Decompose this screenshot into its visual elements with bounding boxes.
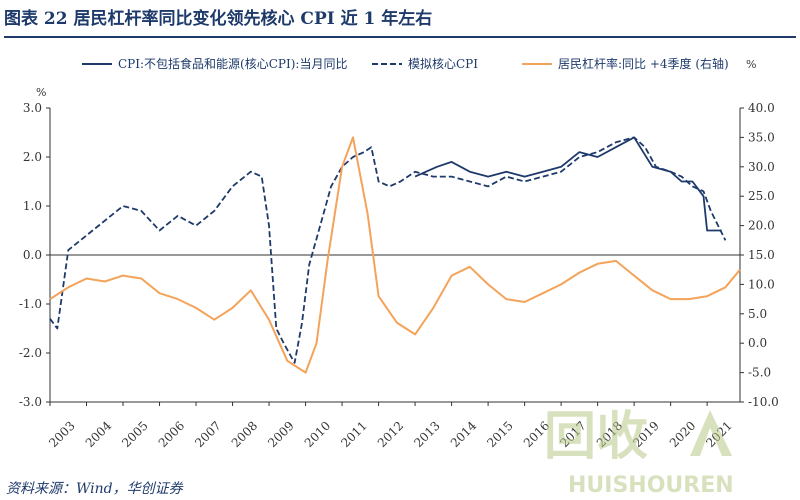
left-tick-label: -2.0 [19, 346, 42, 360]
right-tick-label: 35.0 [748, 130, 775, 144]
chart: %% 3.0 2.0 1.0 0.0 -1.0 -2.0 -3.0 40.0 35.0 30.0 25… [19, 56, 779, 450]
x-tick-label: 2003 [46, 419, 77, 450]
x-tick-label: 2012 [375, 419, 406, 450]
right-tick-label: -5.0 [748, 366, 771, 380]
left-tick-label: -1.0 [19, 297, 42, 311]
x-tick-label: 2011 [338, 419, 369, 450]
series-line-1 [49, 136, 727, 364]
x-tick-label: 2010 [302, 419, 333, 450]
legend-label-2: 居民杠杆率:同比 +4季度 (右轴) [558, 56, 729, 71]
series-line-0 [414, 136, 722, 232]
right-unit-label: % [746, 58, 756, 71]
watermark-en: HUISHOUREN [568, 473, 734, 498]
legend-label-1: 模拟核心CPI [408, 57, 478, 71]
left-unit-label: % [36, 86, 46, 99]
chart-title: 图表 22 居民杠杆率同比变化领先核心 CPI 近 1 年左右 [4, 9, 433, 29]
title-rule [4, 36, 796, 38]
right-tick-label: 10.0 [748, 277, 775, 291]
left-tick-label: 2.0 [23, 150, 42, 164]
x-tick-label: 2015 [484, 419, 515, 450]
right-tick-label: -10.0 [748, 395, 779, 409]
watermark-mark [690, 410, 732, 456]
right-tick-label: 40.0 [748, 101, 775, 115]
x-tick-label: 2008 [229, 419, 260, 450]
x-tick-label: 2004 [83, 418, 115, 450]
x-tick-label: 2014 [448, 418, 480, 450]
right-tick-label: 0.0 [748, 336, 767, 350]
left-tick-label: 3.0 [23, 101, 42, 115]
x-tick-label: 2005 [119, 419, 150, 450]
right-tick-label: 15.0 [748, 248, 775, 262]
x-tick-label: 2013 [411, 419, 442, 450]
left-tick-label: 1.0 [23, 199, 42, 213]
watermark-logo: 回收 HUISHOUREN [544, 407, 734, 498]
watermark-cn: 回收 [544, 407, 648, 467]
legend-label-0: CPI:不包括食品和能源(核心CPI):当月同比 [118, 56, 347, 71]
right-tick-label: 30.0 [748, 160, 775, 174]
x-tick-label: 2007 [192, 419, 223, 450]
series-line-2 [49, 136, 741, 374]
left-tick-label: 0.0 [23, 248, 42, 262]
x-tick-label: 2009 [265, 419, 296, 450]
left-tick-label: -3.0 [19, 395, 42, 409]
right-tick-label: 20.0 [748, 219, 775, 233]
right-tick-label: 5.0 [748, 307, 767, 321]
right-tick-label: 25.0 [748, 189, 775, 203]
source-note: 资料来源：Wind，华创证券 [6, 481, 183, 497]
x-tick-label: 2006 [156, 419, 187, 450]
